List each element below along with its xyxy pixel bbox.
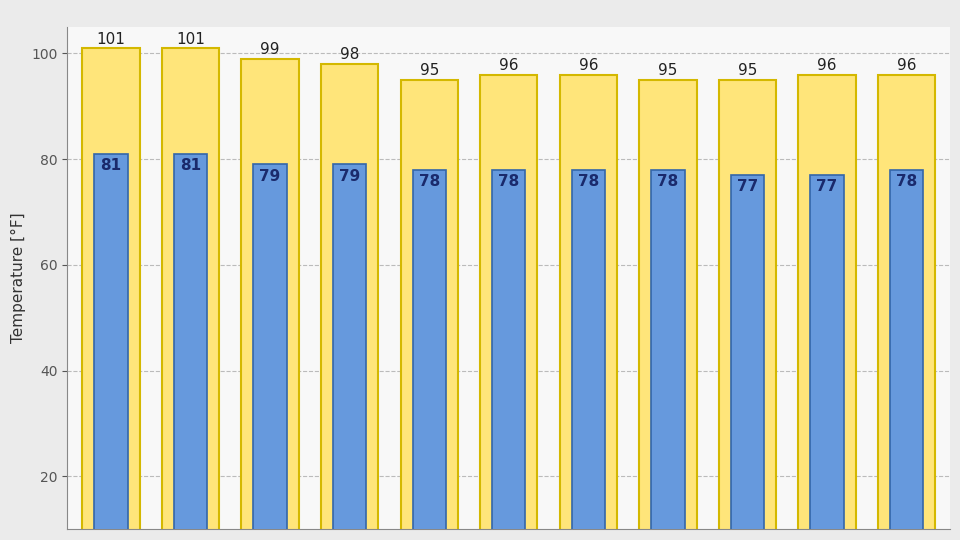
Bar xyxy=(572,170,605,540)
Bar xyxy=(333,165,367,540)
Text: 77: 77 xyxy=(816,179,838,194)
Text: 101: 101 xyxy=(97,31,126,46)
Text: 95: 95 xyxy=(738,63,757,78)
Text: 95: 95 xyxy=(420,63,439,78)
Bar xyxy=(560,75,617,540)
Bar xyxy=(731,175,764,540)
Bar xyxy=(400,80,458,540)
Text: 79: 79 xyxy=(339,168,360,184)
Bar xyxy=(890,170,924,540)
Bar xyxy=(83,48,139,540)
Bar xyxy=(253,165,287,540)
Bar xyxy=(878,75,935,540)
Bar xyxy=(639,80,697,540)
Text: 98: 98 xyxy=(340,48,359,63)
Text: 77: 77 xyxy=(737,179,758,194)
Bar xyxy=(810,175,844,540)
Text: 96: 96 xyxy=(897,58,917,73)
Bar xyxy=(413,170,445,540)
Text: 99: 99 xyxy=(260,42,280,57)
Text: 95: 95 xyxy=(659,63,678,78)
Text: 78: 78 xyxy=(658,174,679,189)
Text: 96: 96 xyxy=(817,58,837,73)
Bar xyxy=(321,64,378,540)
Bar xyxy=(162,48,219,540)
Text: 101: 101 xyxy=(176,31,205,46)
Text: 96: 96 xyxy=(499,58,518,73)
Bar xyxy=(719,80,776,540)
Text: 81: 81 xyxy=(180,158,201,173)
Bar xyxy=(94,154,128,540)
Text: 78: 78 xyxy=(578,174,599,189)
Bar xyxy=(492,170,525,540)
Text: 78: 78 xyxy=(498,174,519,189)
Bar xyxy=(651,170,684,540)
Y-axis label: Temperature [°F]: Temperature [°F] xyxy=(11,213,26,343)
Bar xyxy=(480,75,538,540)
Text: 96: 96 xyxy=(579,58,598,73)
Text: 79: 79 xyxy=(259,168,280,184)
Bar xyxy=(799,75,855,540)
Text: 81: 81 xyxy=(101,158,122,173)
Bar xyxy=(174,154,207,540)
Bar xyxy=(242,59,299,540)
Text: 78: 78 xyxy=(896,174,917,189)
Text: 78: 78 xyxy=(419,174,440,189)
